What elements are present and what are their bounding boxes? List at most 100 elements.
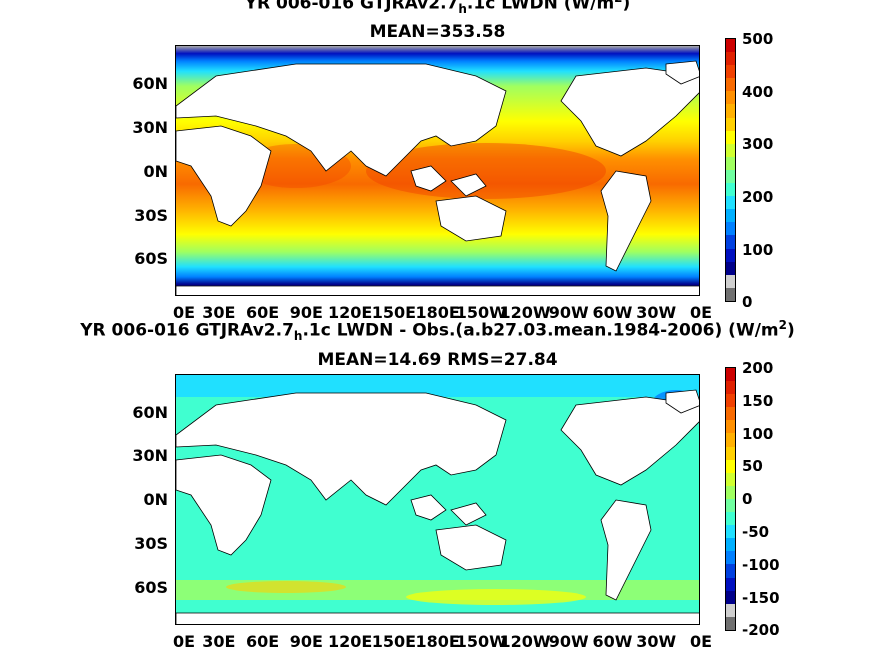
- bottom-cbar-tick-200: 200: [742, 359, 774, 377]
- top-cbar-swatch-6: [726, 117, 735, 131]
- bottom-xtick-2: 60E: [246, 632, 280, 651]
- bottom-cbar-tick-m150: -150: [742, 589, 780, 607]
- top-xtick-3: 90E: [289, 303, 323, 322]
- bottom-cbar-swatch-10: [726, 498, 735, 513]
- top-ytick-30s: 30S: [134, 206, 168, 225]
- bottom-ytick-60s: 60S: [134, 578, 168, 597]
- top-xtick-12: 0E: [690, 303, 713, 322]
- top-subtitle: MEAN=353.58: [369, 22, 506, 42]
- top-cbar-swatch-0: [726, 39, 735, 53]
- bottom-xtick-0: 0E: [173, 632, 196, 651]
- bottom-cbar-swatch-17: [726, 590, 735, 604]
- bottom-subtitle: MEAN=14.69 RMS=27.84: [317, 350, 558, 370]
- bottom-continents: [176, 389, 699, 624]
- bottom-title-suffix: .1c LWDN - Obs.(a.b27.03.mean.1984-2006)…: [302, 320, 779, 341]
- top-title-prefix: YR 006-016 GTJRAv2.7: [244, 0, 459, 14]
- top-map-plot: [175, 45, 700, 296]
- top-cbar-swatch-10: [726, 169, 735, 184]
- bottom-ytick-30n: 30N: [132, 446, 168, 465]
- bottom-cbar-swatch-8: [726, 472, 735, 486]
- bottom-title-end: ): [786, 320, 795, 341]
- top-cbar-tick-500: 500: [742, 30, 774, 48]
- bottom-cbar-tick-m100: -100: [742, 556, 780, 574]
- bottom-map-svg: [176, 375, 699, 624]
- top-cbar-tick-200: 200: [742, 188, 774, 206]
- top-ytick-30n: 30N: [132, 118, 168, 137]
- top-xtick-7: 150W: [455, 303, 507, 322]
- top-cbar-swatch-9: [726, 156, 735, 170]
- top-title: YR 006-016 GTJRAv2.7h.1c LWDN (W/m2): [0, 0, 875, 16]
- bottom-cbar-swatch-11: [726, 512, 735, 526]
- top-cbar-swatch-12: [726, 196, 735, 210]
- bottom-cbar-swatch-15: [726, 564, 735, 578]
- bottom-xtick-4: 120E: [328, 632, 373, 651]
- top-xtick-10: 60W: [592, 303, 633, 322]
- top-ytick-0n: 0N: [143, 162, 168, 181]
- bottom-xtick-7: 150W: [455, 632, 507, 651]
- top-title-end: ): [622, 0, 631, 14]
- bottom-cbar-swatch-18: [726, 603, 735, 617]
- bottom-ytick-0n: 0N: [143, 490, 168, 509]
- bottom-cbar-swatch-13: [726, 538, 735, 552]
- top-cbar-tick-0: 0: [742, 293, 753, 311]
- bottom-cbar-swatch-16: [726, 577, 735, 591]
- bottom-cbar-swatch-12: [726, 525, 735, 539]
- top-cbar-swatch-8: [726, 143, 735, 157]
- bottom-title-prefix: YR 006-016 GTJRAv2.7: [80, 320, 294, 341]
- top-cbar-swatch-17: [726, 261, 735, 275]
- bottom-cbar-tick-150: 150: [742, 392, 774, 410]
- bottom-colorbar: [725, 367, 736, 631]
- bottom-title-sup: 2: [778, 318, 787, 332]
- top-cbar-swatch-5: [726, 104, 735, 118]
- bottom-xtick-3: 90E: [289, 632, 323, 651]
- bottom-xtick-1: 30E: [202, 632, 236, 651]
- bottom-xtick-11: 30W: [636, 632, 677, 651]
- bottom-cbar-swatch-14: [726, 551, 735, 565]
- top-title-sub: h: [458, 2, 467, 17]
- top-cbar-swatch-19: [726, 287, 735, 301]
- bottom-cbar-swatch-1: [726, 381, 735, 395]
- top-ytick-60n: 60N: [132, 74, 168, 93]
- bottom-xtick-9: 90W: [548, 632, 589, 651]
- top-xtick-6: 180E: [415, 303, 460, 322]
- top-cbar-swatch-16: [726, 248, 735, 262]
- top-cbar-swatch-11: [726, 183, 735, 197]
- top-cbar-tick-300: 300: [742, 135, 774, 153]
- top-title-suffix: .1c LWDN (W/m: [466, 0, 615, 14]
- bottom-xtick-12: 0E: [690, 632, 713, 651]
- bottom-map-plot: [175, 374, 700, 625]
- bottom-xtick-6: 180E: [415, 632, 460, 651]
- bottom-cbar-swatch-4: [726, 420, 735, 434]
- bottom-cbar-swatch-5: [726, 433, 735, 447]
- bottom-cbar-swatch-6: [726, 446, 735, 460]
- top-cbar-swatch-7: [726, 130, 735, 144]
- bottom-ytick-60n: 60N: [132, 403, 168, 422]
- top-cbar-swatch-2: [726, 65, 735, 79]
- top-xtick-11: 30W: [636, 303, 677, 322]
- bottom-cbar-swatch-0: [726, 368, 735, 382]
- top-xtick-5: 150E: [371, 303, 417, 322]
- bottom-cbar-tick-100: 100: [742, 425, 774, 443]
- bottom-cbar-tick-50: 50: [742, 457, 763, 475]
- bottom-xtick-10: 60W: [592, 632, 633, 651]
- bottom-cbar-tick-0: 0: [742, 490, 753, 508]
- top-cbar-swatch-15: [726, 235, 735, 249]
- top-continents: [176, 60, 699, 295]
- top-cbar-swatch-14: [726, 222, 735, 236]
- top-cbar-swatch-18: [726, 274, 735, 288]
- bottom-ytick-30s: 30S: [134, 534, 168, 553]
- top-xtick-9: 90W: [548, 303, 589, 322]
- top-cbar-swatch-13: [726, 209, 735, 223]
- bottom-cbar-swatch-9: [726, 485, 735, 499]
- top-ytick-60s: 60S: [134, 249, 168, 268]
- bottom-cbar-swatch-19: [726, 616, 735, 630]
- bottom-title-sub: h: [293, 329, 303, 344]
- top-xtick-4: 120E: [328, 303, 373, 322]
- top-cbar-swatch-3: [726, 78, 735, 92]
- bottom-cbar-tick-m50: -50: [742, 523, 770, 541]
- top-cbar-swatch-4: [726, 91, 735, 105]
- top-xtick-8: 120W: [499, 303, 551, 322]
- top-colorbar: [725, 38, 736, 302]
- top-cbar-tick-100: 100: [742, 241, 774, 259]
- top-cbar-tick-400: 400: [742, 83, 774, 101]
